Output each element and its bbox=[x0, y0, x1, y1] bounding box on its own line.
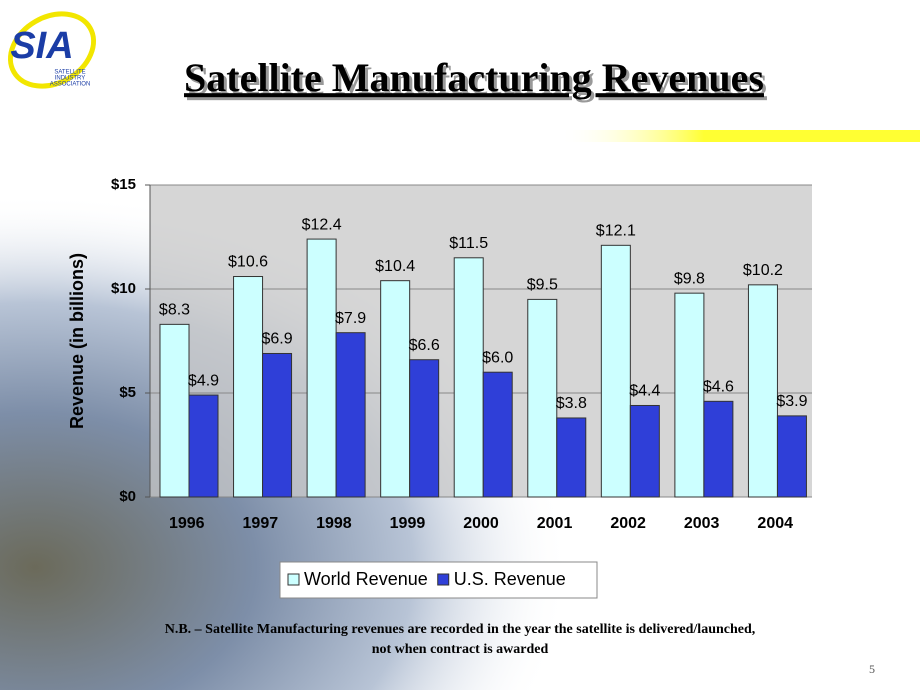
note: not when contract is awarded bbox=[372, 642, 549, 657]
title-shadow: Satellite Manufacturing Revenues bbox=[187, 58, 767, 103]
y-tick-label: $10 bbox=[111, 280, 136, 297]
y-tick-label: $5 bbox=[119, 384, 136, 401]
y-tick-label: $0 bbox=[119, 488, 136, 505]
value-label: $6.6 bbox=[409, 337, 440, 354]
x-tick-label: 1997 bbox=[243, 515, 279, 532]
bar bbox=[159, 323, 190, 498]
x-tick-label: 1999 bbox=[390, 515, 426, 532]
y-tick-label: $15 bbox=[111, 176, 136, 193]
page-number: 5 bbox=[869, 662, 875, 676]
value-label: $12.1 bbox=[596, 223, 636, 240]
value-label: $9.8 bbox=[674, 270, 705, 287]
bar bbox=[747, 284, 778, 498]
value-label: $11.5 bbox=[449, 235, 488, 252]
value-label: $6.9 bbox=[261, 331, 292, 348]
logo: SIA SATELLITE INDUSTRY ASSOCIATION bbox=[7, 11, 97, 89]
chart-title: Satellite Manufacturing Revenues bbox=[184, 55, 764, 100]
logo-orbit bbox=[7, 11, 97, 89]
value-label: $4.9 bbox=[188, 372, 219, 389]
y-axis-label: Revenue (in billions) bbox=[67, 253, 87, 429]
bar bbox=[306, 238, 337, 498]
logo-line: SATELLITE bbox=[54, 70, 85, 76]
bar bbox=[335, 332, 366, 498]
legend-swatch bbox=[287, 573, 300, 586]
x-tick-label: 2001 bbox=[537, 515, 573, 532]
x-tick-label: 2000 bbox=[463, 515, 499, 532]
value-label: $4.4 bbox=[629, 383, 660, 400]
value-label: $7.9 bbox=[335, 310, 366, 327]
x-tick-label: 1996 bbox=[169, 515, 205, 532]
bar bbox=[776, 415, 807, 498]
bar bbox=[453, 257, 484, 498]
value-label: $12.4 bbox=[302, 216, 342, 233]
value-label: $3.8 bbox=[556, 395, 587, 412]
bar bbox=[629, 404, 660, 498]
bar bbox=[233, 276, 264, 498]
bar bbox=[703, 400, 734, 498]
value-label: $10.4 bbox=[375, 258, 415, 275]
value-label: $6.0 bbox=[482, 349, 513, 366]
legend-swatch bbox=[437, 573, 450, 586]
bar bbox=[262, 352, 293, 498]
bar bbox=[600, 244, 631, 498]
x-tick-label: 2003 bbox=[684, 515, 720, 532]
bar bbox=[188, 394, 219, 498]
x-tick-label: 2002 bbox=[610, 515, 646, 532]
x-tick-label: 1998 bbox=[316, 515, 352, 532]
legend-label: U.S. Revenue bbox=[454, 569, 566, 589]
value-label: $10.6 bbox=[228, 254, 268, 271]
value-label: $4.6 bbox=[703, 379, 734, 396]
bar bbox=[482, 371, 513, 498]
accent-bar bbox=[560, 130, 920, 142]
logo-text: SIA bbox=[10, 25, 73, 67]
value-label: $10.2 bbox=[743, 262, 783, 279]
value-label: $3.9 bbox=[776, 393, 807, 410]
bar bbox=[527, 298, 558, 498]
logo-line: INDUSTRY bbox=[55, 76, 86, 82]
bar bbox=[380, 280, 411, 498]
note: N.B. – Satellite Manufacturing revenues … bbox=[165, 622, 756, 637]
bar bbox=[556, 417, 587, 498]
bar bbox=[409, 359, 440, 498]
legend-label: World Revenue bbox=[304, 569, 428, 589]
bar bbox=[674, 292, 705, 498]
x-tick-label: 2004 bbox=[757, 515, 793, 532]
value-label: $9.5 bbox=[527, 277, 558, 294]
logo-line: ASSOCIATION bbox=[50, 82, 91, 88]
value-label: $8.3 bbox=[159, 302, 190, 319]
